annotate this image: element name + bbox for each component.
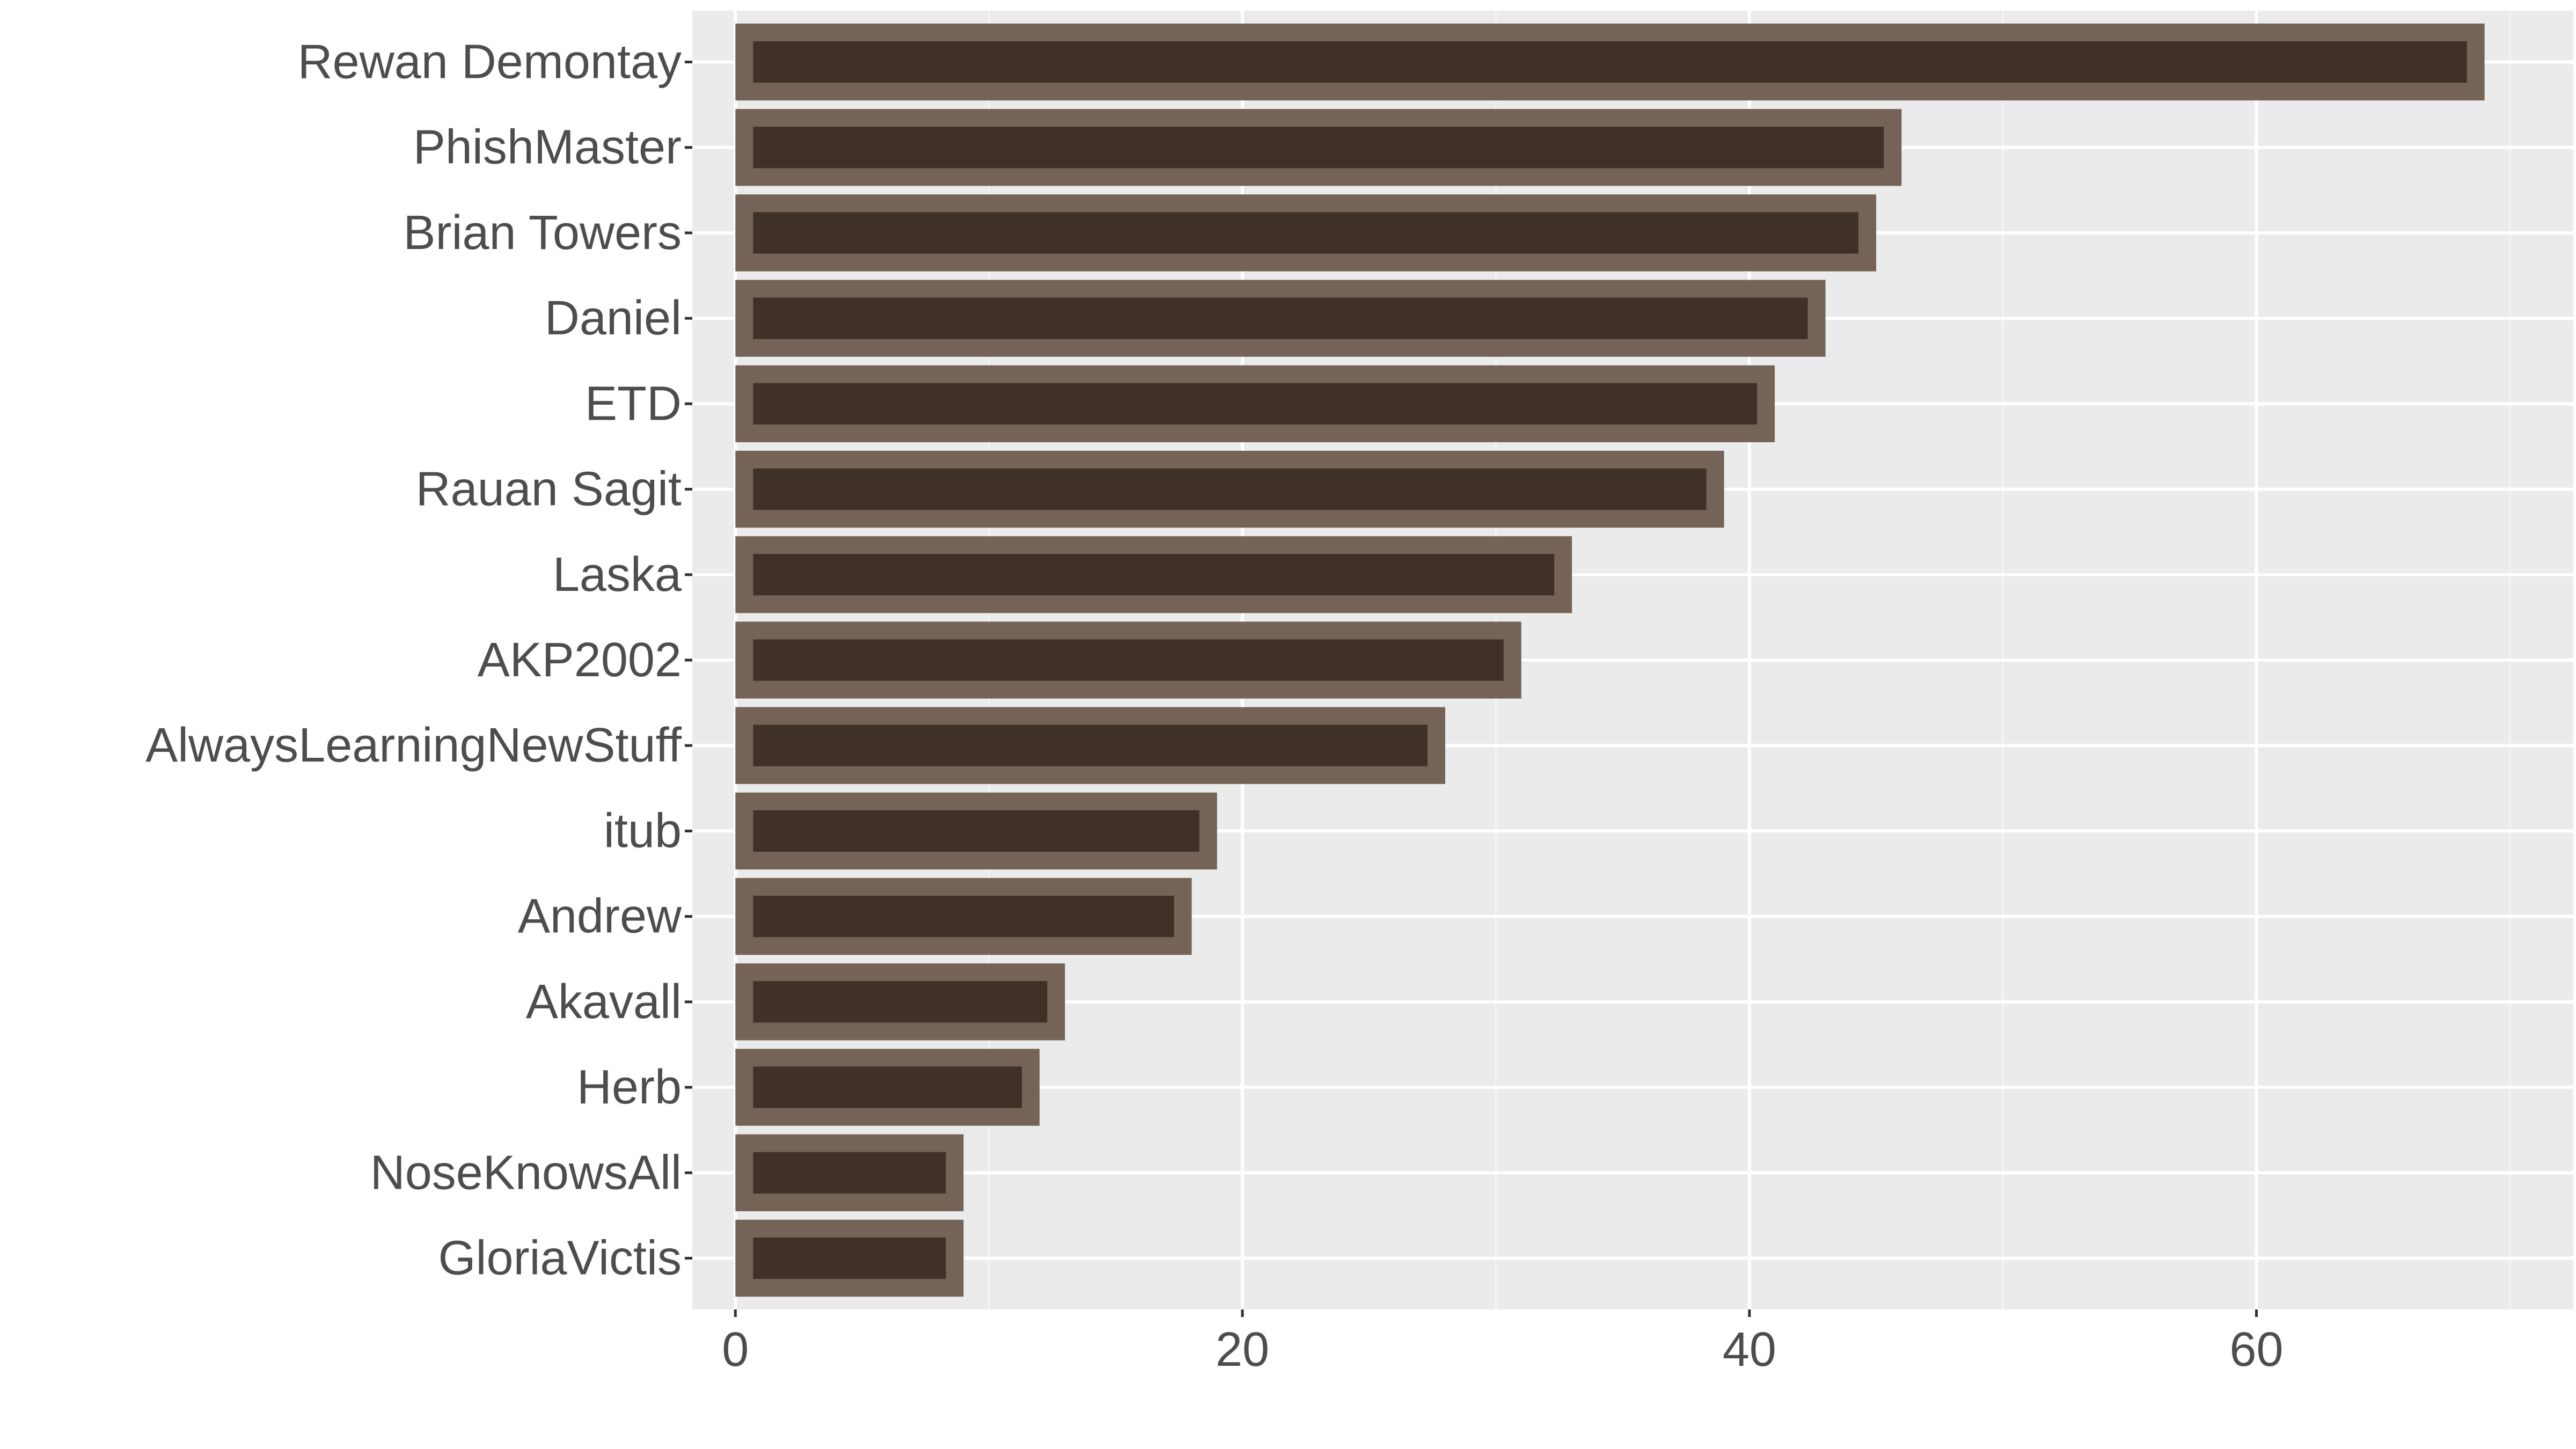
y-tick-label: Rewan Demontay <box>298 35 682 89</box>
x-tick-label: 20 <box>1216 1323 1269 1377</box>
y-tick-label: Andrew <box>518 890 682 943</box>
y-tick-label: AKP2002 <box>478 633 682 687</box>
bar <box>753 554 1555 596</box>
y-tick-label: ETD <box>585 377 682 430</box>
y-tick-label: itub <box>604 804 682 858</box>
bar <box>753 639 1504 681</box>
bar <box>753 1066 1022 1108</box>
bar <box>753 895 1174 938</box>
y-tick-label: PhishMaster <box>413 121 682 174</box>
x-tick-label: 0 <box>722 1323 749 1377</box>
x-tick-label: 60 <box>2229 1323 2283 1377</box>
y-tick-label: GloriaVictis <box>438 1231 682 1285</box>
bar <box>753 383 1758 425</box>
bar <box>753 297 1808 339</box>
bars <box>735 23 2485 1297</box>
y-tick-label: Akavall <box>526 975 682 1029</box>
bar <box>753 1152 946 1194</box>
y-tick-label: Rauan Sagit <box>416 463 682 516</box>
bar <box>753 127 1884 169</box>
bar <box>753 724 1428 766</box>
y-tick-label: Brian Towers <box>403 206 682 260</box>
bar <box>753 468 1707 510</box>
x-axis: 0 20 40 60 <box>722 1309 2284 1377</box>
y-tick-label: NoseKnowsAll <box>370 1146 682 1199</box>
x-tick-label: 40 <box>1723 1323 1776 1377</box>
bar <box>753 981 1048 1023</box>
bar <box>753 41 2467 83</box>
y-axis: Rewan Demontay PhishMaster Brian Towers Dan… <box>145 35 692 1285</box>
bar <box>753 212 1858 254</box>
bar <box>753 810 1199 852</box>
y-tick-label: AlwaysLearningNewStuff <box>145 719 682 772</box>
y-tick-label: Daniel <box>545 291 682 345</box>
y-tick-label: Herb <box>577 1060 682 1114</box>
bar <box>753 1237 946 1279</box>
y-tick-label: Laska <box>553 548 682 602</box>
